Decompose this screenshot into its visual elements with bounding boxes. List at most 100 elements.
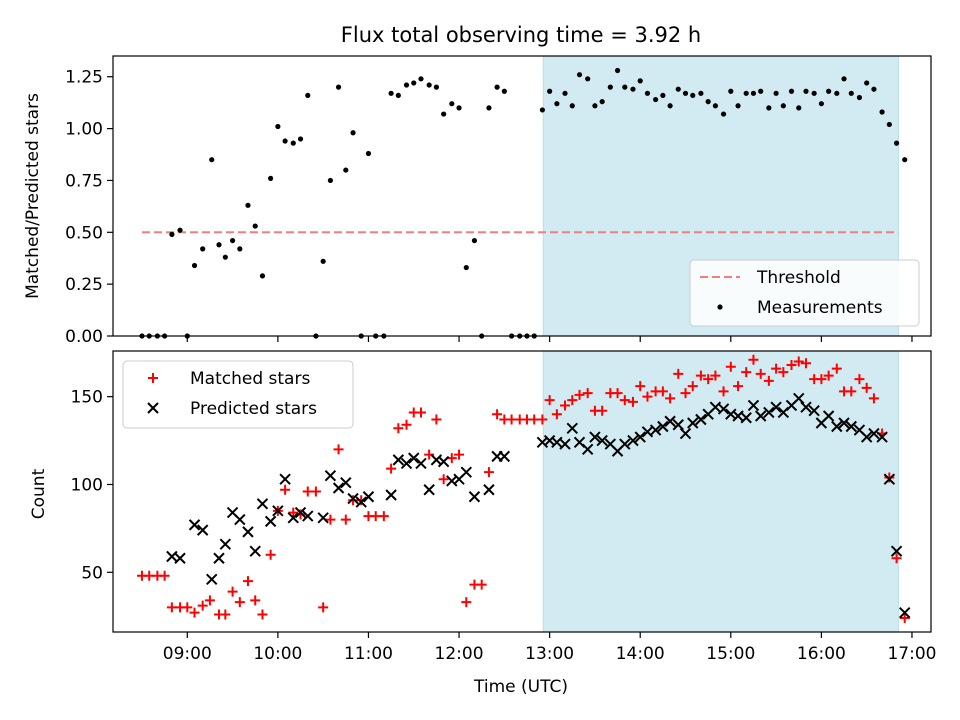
measurement-point [418,76,424,82]
measurement-point [456,105,462,111]
measurement-point [622,84,628,90]
predicted-star-point [188,519,201,531]
x-tick-label: 13:00 [525,644,574,664]
legend-label: Threshold [756,268,841,288]
matched-star-point [310,486,321,497]
measurement-point [826,88,832,94]
y-tick-label: 0.75 [65,171,103,191]
measurement-point [169,231,175,237]
measurement-point [290,140,296,146]
predicted-star-point [883,473,896,485]
predicted-star-point [206,573,218,586]
observing-window-shade [542,350,899,633]
matched-star-point [378,511,389,522]
predicted-star-point [899,606,911,619]
matched-star-point [800,358,811,369]
measurement-point [592,103,598,109]
predicted-star-point [294,506,307,519]
y-tick-label: 1.00 [65,120,103,140]
matched-star-point [846,386,857,397]
predicted-star-point [302,510,314,522]
measurement-point [690,92,696,99]
predicted-star-point [890,545,903,557]
matched-star-point [793,356,804,367]
matched-star-point [665,393,676,404]
measurement-point [441,111,447,117]
measurement-point [848,90,854,96]
predicted-star-point [793,392,805,405]
axes-frame [112,55,932,337]
x-tick-label: 16:00 [797,644,846,664]
predicted-star-point [581,443,594,456]
x-tick-label: 11:00 [344,644,393,664]
measurement-point [259,273,266,279]
y-tick-label: 50 [81,563,103,583]
measurement-point [735,103,741,109]
matched-star-point [574,389,585,400]
measurement-point [712,103,719,109]
measurement-point [245,202,251,208]
matched-star-point [567,395,578,406]
predicted-star-point [566,422,578,434]
matched-star-point [197,600,208,611]
matched-star-point [657,386,668,397]
measurement-point [547,88,553,94]
matched-star-point [544,395,555,406]
measurement-point [449,101,455,107]
matched-star-point [673,368,684,379]
predicted-star-point [868,427,880,440]
legend-box [689,259,920,327]
y-tick-label: 100 [71,475,103,495]
bottom-y-axis-label: Count [29,468,49,519]
matched-star-point [318,602,329,613]
predicted-star-point [800,401,812,413]
matched-star-point [687,381,698,392]
predicted-star-point [347,492,359,505]
measurement-point [426,82,432,88]
measurement-point [177,227,183,233]
matched-star-point [771,363,782,374]
matched-star-point [695,370,706,381]
measurement-point [818,101,824,107]
matched-star-point [280,484,291,495]
matched-star-point [627,396,638,407]
measurement-point [343,167,349,173]
matched-star-point [642,391,653,402]
measurement-point [554,101,560,107]
measurement-point [562,90,568,96]
measurement-point [350,130,356,136]
predicted-star-point [332,482,345,494]
measurement-point [856,94,863,101]
predicted-star-point [808,405,820,417]
measurement-point [780,103,786,109]
matched-star-point [718,386,729,397]
matched-star-point [250,595,261,606]
matched-star-point [884,472,895,483]
predicted-star-point [619,438,631,450]
legend-matched-swatch [148,373,158,383]
measurement-point [667,103,673,109]
matched-star-point [242,576,253,587]
matched-star-point [786,360,797,371]
matched-star-point [325,514,336,525]
predicted-star-point [754,410,767,422]
predicted-star-point [362,491,375,503]
measurement-point [653,96,659,103]
measurement-point [773,90,779,96]
predicted-star-point [695,413,707,426]
matched-star-point [733,381,744,392]
predicted-star-point [763,406,775,419]
measurement-point [637,78,643,84]
matched-star-point [597,405,608,416]
predicted-star-point [408,452,420,464]
legend: Threshold Measurements [689,259,920,327]
predicted-star-point [483,484,495,496]
measurement-point [222,254,228,260]
measurement-point [660,92,666,99]
measurement-point [388,90,394,96]
measurement-point [327,177,334,184]
matched-star-point [431,414,442,425]
measurement-point [698,90,704,96]
predicted-star-point [770,401,782,413]
